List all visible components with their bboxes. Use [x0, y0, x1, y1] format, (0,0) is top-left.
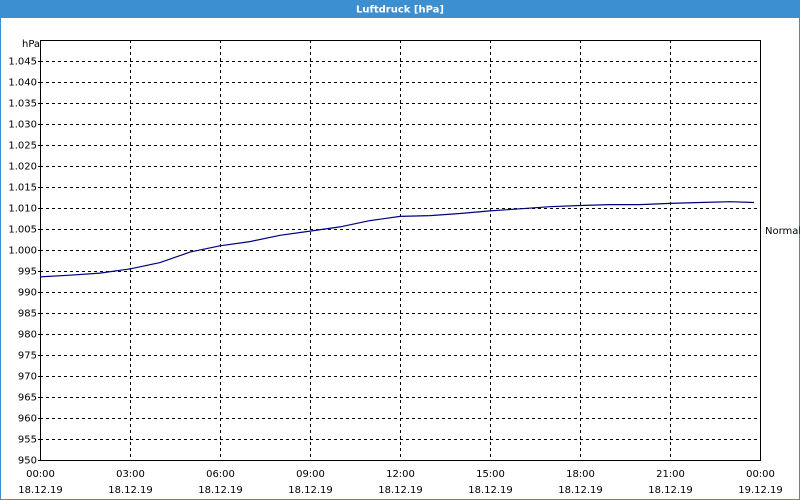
y-tick-label: 980: [18, 330, 37, 341]
x-tick-date: 18.12.19: [558, 485, 603, 496]
title-bar: [0, 0, 800, 18]
data-line: [39, 201, 755, 278]
y-unit: hPa: [22, 39, 40, 50]
y-tick-label: 970: [18, 372, 37, 383]
x-tick-label: 00:00: [746, 469, 775, 480]
chart-title: Luftdruck [hPa]: [356, 5, 444, 16]
y-tick-label: 1.025: [8, 141, 37, 152]
y-tick-label: 1.000: [8, 246, 37, 257]
y-tick-label: 1.045: [8, 57, 37, 68]
x-tick-label: 03:00: [116, 469, 145, 480]
x-tick-date: 18.12.19: [648, 485, 693, 496]
y-tick-label: 1.010: [8, 204, 37, 215]
y-tick-label: 985: [18, 309, 37, 320]
plot-frame: [40, 40, 761, 461]
x-tick-label: 09:00: [296, 469, 325, 480]
x-tick-date: 18.12.19: [288, 485, 333, 496]
x-tick-date: 18.12.19: [468, 485, 513, 496]
y-tick-label: 1.035: [8, 99, 37, 110]
x-tick-label: 18:00: [566, 469, 595, 480]
x-tick-label: 06:00: [206, 469, 235, 480]
x-tick-label: 21:00: [656, 469, 685, 480]
x-tick-label: 00:00: [26, 469, 55, 480]
y-tick-label: 960: [18, 414, 37, 425]
x-tick-date: 18.12.19: [378, 485, 423, 496]
y-tick-label: 965: [18, 393, 37, 404]
y-tick-label: 990: [18, 288, 37, 299]
y-tick-label: 1.015: [8, 183, 37, 194]
legend-entry: Normal: [765, 226, 800, 237]
x-tick-label: 12:00: [386, 469, 415, 480]
y-tick-label: 975: [18, 351, 37, 362]
y-tick-label: 955: [18, 435, 37, 446]
x-tick-date: 18.12.19: [108, 485, 153, 496]
x-tick-date: 19.12.19: [738, 485, 783, 496]
y-tick-label: 995: [18, 267, 37, 278]
y-tick-label: 1.005: [8, 225, 37, 236]
x-tick-date: 18.12.19: [18, 485, 63, 496]
x-tick-date: 18.12.19: [198, 485, 243, 496]
y-tick-label: 950: [18, 456, 37, 467]
y-tick-label: 1.030: [8, 120, 37, 131]
y-tick-label: 1.020: [8, 162, 37, 173]
x-tick-label: 15:00: [476, 469, 505, 480]
y-tick-label: 1.040: [8, 78, 37, 89]
